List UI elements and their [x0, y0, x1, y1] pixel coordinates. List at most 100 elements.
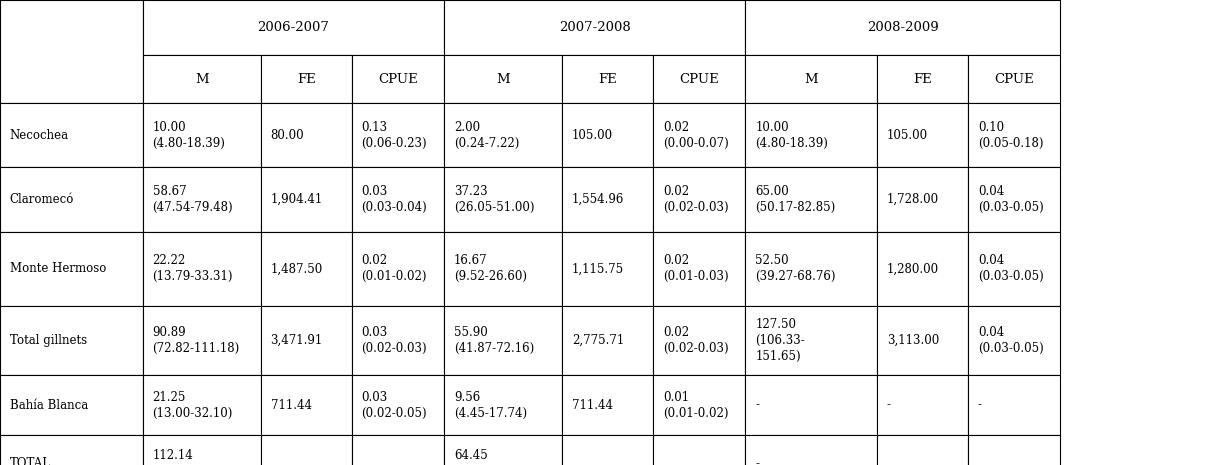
- Bar: [653, 232, 745, 306]
- Bar: [352, 435, 444, 465]
- Text: 3,113.00: 3,113.00: [887, 334, 938, 347]
- Text: 1,115.75: 1,115.75: [572, 262, 624, 275]
- Text: 10.00
(4.80-18.39): 10.00 (4.80-18.39): [755, 121, 828, 150]
- Bar: [877, 375, 968, 435]
- Bar: [877, 232, 968, 306]
- Text: FE: FE: [598, 73, 617, 86]
- Bar: [562, 167, 653, 232]
- Text: 64.45
(50.17-82.85): 64.45 (50.17-82.85): [454, 449, 534, 465]
- Text: CPUE: CPUE: [679, 73, 720, 86]
- Bar: [745, 55, 877, 103]
- Bar: [444, 0, 745, 55]
- Text: Claromecó: Claromecó: [10, 193, 74, 206]
- Text: 0.03
(0.02-0.05): 0.03 (0.02-0.05): [362, 391, 427, 419]
- Bar: [968, 167, 1060, 232]
- Bar: [877, 103, 968, 167]
- Bar: [745, 306, 877, 375]
- Bar: [653, 306, 745, 375]
- Bar: [143, 306, 261, 375]
- Text: 0.03
(0.02-0.03): 0.03 (0.02-0.03): [362, 326, 427, 355]
- Bar: [562, 55, 653, 103]
- Text: 711.44: 711.44: [271, 399, 311, 412]
- Text: Monte Hermoso: Monte Hermoso: [10, 262, 106, 275]
- Text: 2007-2008: 2007-2008: [558, 21, 631, 34]
- Bar: [968, 232, 1060, 306]
- Bar: [261, 375, 352, 435]
- Bar: [745, 375, 877, 435]
- Text: 52.50
(39.27-68.76): 52.50 (39.27-68.76): [755, 254, 835, 283]
- Text: -: -: [887, 399, 891, 412]
- Text: 55.90
(41.87-72.16): 55.90 (41.87-72.16): [454, 326, 534, 355]
- Bar: [352, 167, 444, 232]
- Text: 1,554.96: 1,554.96: [572, 193, 625, 206]
- Text: 1,487.50: 1,487.50: [271, 262, 322, 275]
- Text: 0.03
(0.03-0.04): 0.03 (0.03-0.04): [362, 185, 427, 214]
- Text: 0.02
(0.01-0.02): 0.02 (0.01-0.02): [362, 254, 427, 283]
- Bar: [562, 306, 653, 375]
- Bar: [877, 435, 968, 465]
- Bar: [261, 167, 352, 232]
- Bar: [745, 435, 877, 465]
- Bar: [653, 167, 745, 232]
- Bar: [562, 375, 653, 435]
- Text: 58.67
(47.54-79.48): 58.67 (47.54-79.48): [153, 185, 234, 214]
- Bar: [745, 103, 877, 167]
- Bar: [745, 167, 877, 232]
- Bar: [0, 0, 143, 103]
- Text: 0.04
(0.03-0.05): 0.04 (0.03-0.05): [978, 254, 1043, 283]
- Bar: [745, 232, 877, 306]
- Bar: [444, 167, 562, 232]
- Bar: [968, 435, 1060, 465]
- Text: 105.00: 105.00: [887, 129, 927, 142]
- Bar: [0, 375, 143, 435]
- Text: 2008-2009: 2008-2009: [867, 21, 938, 34]
- Text: 16.67
(9.52-26.60): 16.67 (9.52-26.60): [454, 254, 526, 283]
- Text: M: M: [804, 73, 818, 86]
- Bar: [562, 103, 653, 167]
- Text: 105.00: 105.00: [572, 129, 613, 142]
- Text: 711.44: 711.44: [572, 399, 613, 412]
- Bar: [877, 55, 968, 103]
- Text: 112.14
(92.22-134.77): 112.14 (92.22-134.77): [153, 449, 240, 465]
- Bar: [444, 435, 562, 465]
- Bar: [653, 435, 745, 465]
- Bar: [143, 0, 444, 55]
- Text: M: M: [194, 73, 209, 86]
- Text: 0.04
(0.03-0.05): 0.04 (0.03-0.05): [978, 326, 1043, 355]
- Bar: [352, 55, 444, 103]
- Text: 90.89
(72.82-111.18): 90.89 (72.82-111.18): [153, 326, 240, 355]
- Bar: [0, 103, 143, 167]
- Bar: [352, 375, 444, 435]
- Bar: [653, 55, 745, 103]
- Bar: [968, 103, 1060, 167]
- Bar: [444, 55, 562, 103]
- Text: 2006-2007: 2006-2007: [257, 21, 330, 34]
- Bar: [0, 306, 143, 375]
- Text: -: -: [978, 399, 982, 412]
- Bar: [877, 167, 968, 232]
- Text: 3,471.91: 3,471.91: [271, 334, 322, 347]
- Text: 0.13
(0.06-0.23): 0.13 (0.06-0.23): [362, 121, 427, 150]
- Text: 0.02
(0.02-0.03): 0.02 (0.02-0.03): [663, 185, 728, 214]
- Text: 127.50
(106.33-
151.65): 127.50 (106.33- 151.65): [755, 318, 804, 363]
- Bar: [745, 0, 1060, 55]
- Text: 0.02
(0.01-0.03): 0.02 (0.01-0.03): [663, 254, 728, 283]
- Text: 1,280.00: 1,280.00: [887, 262, 938, 275]
- Text: FE: FE: [913, 73, 932, 86]
- Bar: [352, 232, 444, 306]
- Text: 0.02
(0.00-0.07): 0.02 (0.00-0.07): [663, 121, 728, 150]
- Text: 0.04
(0.03-0.05): 0.04 (0.03-0.05): [978, 185, 1043, 214]
- Text: -: -: [755, 457, 759, 465]
- Bar: [352, 306, 444, 375]
- Text: 37.23
(26.05-51.00): 37.23 (26.05-51.00): [454, 185, 534, 214]
- Bar: [968, 306, 1060, 375]
- Text: 21.25
(13.00-32.10): 21.25 (13.00-32.10): [153, 391, 232, 419]
- Bar: [143, 103, 261, 167]
- Text: 2,775.71: 2,775.71: [572, 334, 624, 347]
- Bar: [261, 232, 352, 306]
- Text: 0.01
(0.01-0.02): 0.01 (0.01-0.02): [663, 391, 728, 419]
- Text: FE: FE: [296, 73, 316, 86]
- Text: Bahía Blanca: Bahía Blanca: [10, 399, 89, 412]
- Bar: [352, 103, 444, 167]
- Bar: [653, 103, 745, 167]
